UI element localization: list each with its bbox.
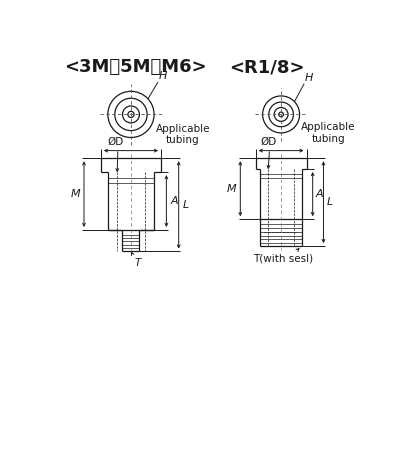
Text: M: M [70, 189, 80, 199]
Text: ØD: ØD [260, 137, 277, 147]
Text: T(with sesl): T(with sesl) [253, 254, 313, 264]
Text: <R1/8>: <R1/8> [229, 58, 304, 76]
Text: T: T [135, 258, 141, 268]
Text: ØD: ØD [107, 137, 123, 147]
Text: H: H [159, 71, 167, 81]
Text: Applicable
tubing: Applicable tubing [301, 122, 356, 144]
Text: A: A [170, 196, 178, 206]
Text: Applicable
tubing: Applicable tubing [156, 124, 210, 145]
Text: A: A [316, 189, 323, 199]
Text: <3M、5M、M6>: <3M、5M、M6> [64, 58, 207, 76]
Text: L: L [182, 200, 189, 210]
Text: M: M [227, 184, 237, 194]
Text: L: L [327, 197, 333, 207]
Text: H: H [305, 73, 313, 83]
